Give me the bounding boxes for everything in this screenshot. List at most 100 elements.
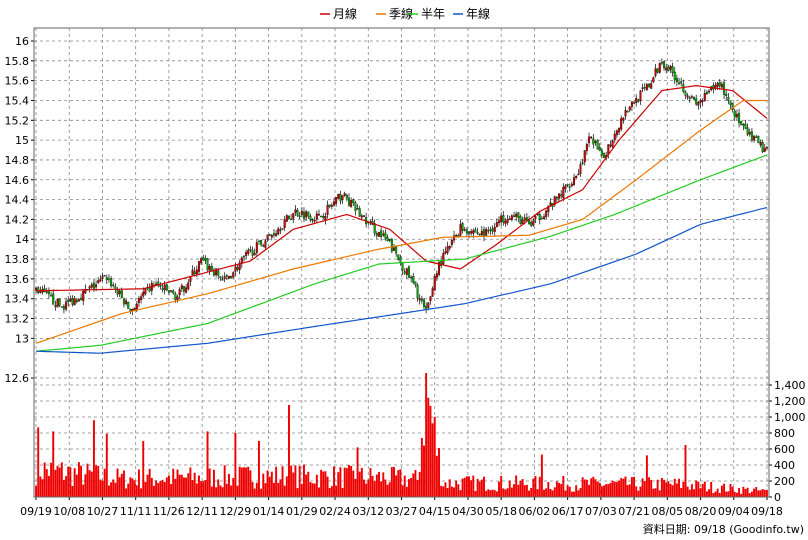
volume-bar	[611, 480, 614, 497]
volume-bar	[58, 467, 61, 497]
candle-down	[60, 306, 63, 308]
volume-bar	[197, 475, 200, 497]
candle-down	[268, 234, 271, 236]
candle-down	[172, 290, 175, 294]
volume-bar	[273, 482, 275, 497]
candle-down	[373, 223, 376, 234]
candle-up	[392, 247, 396, 251]
volume-bar	[65, 476, 68, 497]
volume-bar	[127, 483, 130, 497]
candle-up	[326, 205, 329, 215]
volume-bar	[643, 481, 646, 497]
volume-bar	[193, 472, 196, 497]
candle-down	[399, 257, 402, 263]
candle-up	[765, 146, 768, 149]
volume-bar	[339, 467, 342, 497]
candle-up	[639, 90, 642, 101]
candle-up	[285, 215, 288, 222]
candle-down	[560, 194, 563, 197]
volume-bar	[708, 489, 711, 497]
volume-bar	[148, 468, 151, 497]
volume-bar	[450, 486, 453, 497]
volume-bar	[43, 462, 46, 497]
candle-down	[219, 276, 222, 279]
volume-bar	[337, 472, 340, 497]
candle-up	[435, 273, 438, 278]
volume-bar	[122, 470, 125, 497]
volume-bar	[500, 476, 503, 497]
volume-bar	[665, 482, 668, 497]
candle-up	[615, 130, 618, 136]
volume-bar	[110, 482, 113, 497]
volume-bar	[442, 486, 445, 497]
volume-bar	[581, 477, 584, 497]
candle-down	[656, 68, 659, 73]
candle-down	[298, 215, 301, 218]
candle-down	[167, 290, 170, 293]
candle-up	[429, 296, 432, 302]
candle-down	[581, 162, 584, 165]
candle-down	[407, 266, 411, 278]
ma-half-line	[36, 154, 768, 352]
volume-bar	[583, 479, 586, 497]
volume-bar	[146, 474, 149, 497]
candle-up	[99, 279, 102, 282]
price-tick-label: 14.8	[5, 154, 30, 167]
candle-down	[71, 298, 74, 305]
candle-up	[703, 93, 706, 101]
volume-bar	[260, 488, 263, 497]
candle-down	[182, 286, 185, 292]
candle-down	[403, 271, 406, 274]
candle-up	[628, 106, 631, 111]
candle-down	[347, 197, 350, 207]
candle-up	[577, 173, 580, 176]
volume-bar	[80, 465, 83, 497]
candle-up	[622, 117, 625, 121]
volume-bar	[206, 431, 209, 497]
volume-bar	[174, 478, 177, 497]
volume-bar	[71, 485, 74, 497]
volume-bar	[397, 470, 400, 497]
volume-bar	[656, 479, 659, 497]
candle-down	[384, 232, 387, 239]
candle-down	[54, 305, 57, 307]
candle-down	[354, 202, 357, 211]
volume-bar	[669, 483, 672, 497]
volume-bar	[268, 476, 271, 497]
candle-up	[360, 215, 363, 218]
volume-bar	[660, 477, 663, 497]
candle-up	[77, 299, 80, 302]
volume-bar	[86, 463, 89, 497]
volume-bar	[485, 490, 488, 497]
volume-bar	[472, 475, 475, 497]
volume-bar	[624, 476, 627, 497]
volume-bar	[395, 475, 398, 497]
candle-up	[247, 250, 250, 254]
candle-up	[660, 62, 663, 64]
candle-up	[313, 220, 316, 222]
volume-bar	[427, 397, 430, 497]
candle-up	[277, 228, 280, 235]
candle-up	[654, 68, 657, 77]
volume-bar	[510, 487, 513, 497]
price-tick-label: 16	[15, 35, 29, 48]
volume-bar	[189, 467, 192, 497]
candle-up	[690, 96, 693, 98]
volume-bar	[607, 484, 610, 497]
ma-quarter-line	[35, 99, 767, 344]
candle-up	[735, 113, 738, 118]
candle-up	[500, 215, 503, 223]
volume-bar	[716, 488, 719, 497]
volume-bar	[444, 482, 447, 497]
volume-bar	[588, 484, 591, 497]
volume-bar	[240, 467, 243, 497]
candle-up	[255, 242, 258, 253]
candle-down	[476, 232, 479, 234]
price-tick-label: 13.8	[5, 253, 30, 266]
volume-bar	[313, 483, 316, 497]
volume-bar	[249, 470, 252, 497]
candle-up	[459, 224, 462, 236]
volume-bar	[613, 481, 616, 497]
volume-bar	[315, 474, 318, 497]
x-tick-label: 11/26	[153, 505, 185, 518]
